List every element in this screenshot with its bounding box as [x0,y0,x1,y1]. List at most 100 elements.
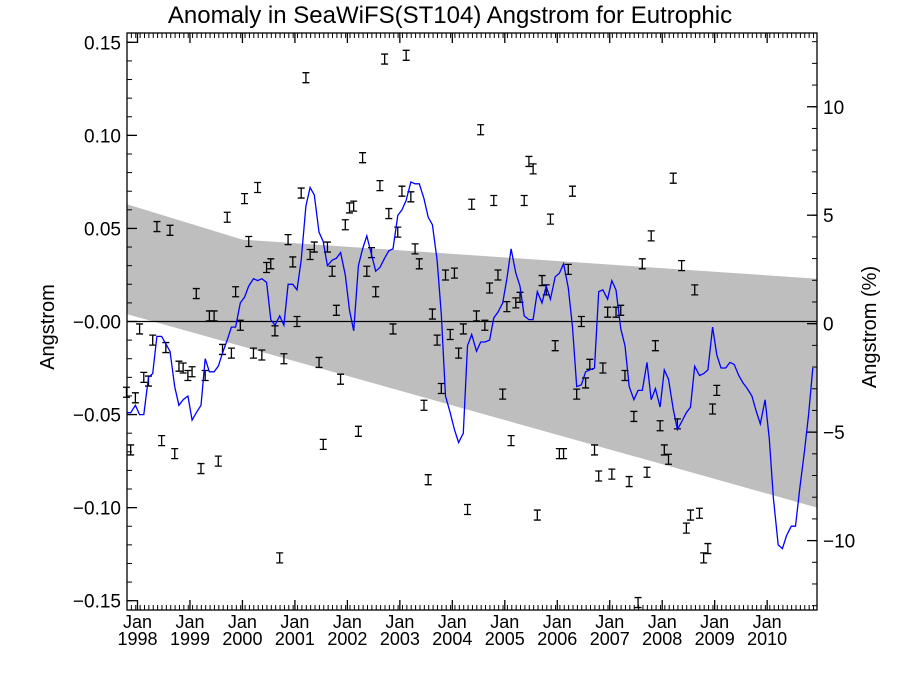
monthly-mean-marker [276,552,284,564]
monthly-mean-marker [477,124,485,136]
monthly-mean-marker [691,284,699,296]
x-tick-label-year: 2006 [537,629,577,649]
monthly-mean-marker [486,282,494,294]
monthly-mean-marker [643,466,651,478]
monthly-mean-marker [302,72,310,84]
monthly-means-layer [122,49,721,609]
x-tick-label-month: Jan [175,612,204,632]
y-axis-label-left: Angstrom [37,284,59,370]
x-tick-label-month: Jan [753,612,782,632]
x-tick-label-year: 1999 [170,629,210,649]
x-tick-label-month: Jan [333,612,362,632]
monthly-mean-marker [551,340,559,352]
x-tick-label-year: 2001 [275,629,315,649]
y-right-tick-label: −10 [823,532,855,553]
y-tick-label: 0.10 [84,126,121,147]
monthly-mean-marker [223,211,231,223]
y-tick-label: 0.05 [84,219,121,240]
trend-band-layer [127,204,817,508]
y-right-tick-label: 0 [823,315,834,336]
monthly-mean-marker [704,542,712,555]
monthly-mean-marker [127,444,135,456]
monthly-mean-marker [546,213,554,225]
monthly-mean-marker [625,475,633,488]
monthly-mean-marker [499,388,507,400]
monthly-mean-marker [709,403,717,415]
monthly-mean-marker [678,260,686,272]
chart-title: Anomaly in SeaWiFS(ST104) Angstrom for E… [167,2,733,29]
monthly-mean-marker [184,369,192,382]
monthly-mean-marker [568,185,576,197]
monthly-mean-marker [402,49,410,61]
monthly-mean-marker [411,243,419,255]
axes-layer: −0.15 −0.10 −0.05 −0.00 0.05 0.10 0.15 −10 −5 0 5 1… [73,32,855,649]
monthly-mean-marker [520,194,528,207]
monthly-mean-marker [660,444,668,456]
monthly-mean-marker [490,194,498,207]
monthly-mean-marker [315,356,323,369]
monthly-mean-marker [525,155,533,168]
monthly-mean-marker [359,152,367,164]
series-line [126,180,814,550]
monthly-mean-marker [700,552,708,564]
monthly-mean-marker [433,334,441,346]
y-tick-label: −0.00 [73,313,121,334]
x-tick-label-month: Jan [543,612,572,632]
monthly-mean-marker [512,297,520,309]
y-tick-label: 0.15 [84,33,121,54]
monthly-mean-marker [560,448,568,460]
monthly-mean-marker [634,596,642,609]
monthly-mean-marker [241,193,249,205]
monthly-mean-marker [267,258,275,270]
x-tick-label-month: Jan [123,612,152,632]
monthly-mean-marker [472,310,480,322]
x-tick-label-year: 2007 [590,629,630,649]
monthly-mean-marker [494,269,502,281]
monthly-mean-marker [682,522,690,534]
monthly-mean-marker [341,219,349,231]
monthly-mean-marker [573,388,581,400]
y-right-tick-label: −5 [823,423,845,444]
monthly-mean-marker [394,226,402,238]
monthly-mean-marker [372,286,380,298]
x-tick-label-month: Jan [700,612,729,632]
x-tick-label-year: 2003 [380,629,420,649]
monthly-mean-marker [459,323,467,335]
x-tick-label-month: Jan [438,612,467,632]
monthly-mean-marker [254,181,262,194]
y-right-tick-label: 5 [823,206,834,227]
monthly-mean-marker [507,434,515,447]
x-tick-label-year: 2008 [642,629,682,649]
x-tick-label-year: 2000 [222,629,262,649]
monthly-mean-marker [232,286,240,298]
monthly-mean-marker [651,340,659,352]
y-tick-label: −0.15 [73,592,121,613]
y-axis-label-right: Angstrom (%) [859,266,881,388]
monthly-mean-marker [227,347,235,359]
monthly-mean-marker [363,265,371,277]
monthly-mean-marker [350,200,358,212]
x-tick-label-year: 2005 [485,629,525,649]
monthly-mean-marker [249,347,257,359]
monthly-mean-marker [529,163,537,175]
monthly-mean-marker [258,349,266,361]
monthly-mean-marker [533,509,541,521]
x-tick-label-year: 2002 [327,629,367,649]
monthly-mean-marker [337,373,345,385]
monthly-mean-marker [669,172,677,184]
monthly-mean-marker [306,248,314,261]
monthly-mean-marker [385,207,393,220]
y-tick-label: −0.05 [73,406,121,427]
monthly-mean-marker [647,230,655,242]
monthly-mean-marker [713,384,721,397]
x-tick-label-month: Jan [648,612,677,632]
monthly-mean-marker [210,310,218,322]
monthly-mean-marker [503,300,511,313]
x-tick-label-month: Jan [385,612,414,632]
monthly-mean-marker [437,382,445,395]
monthly-mean-marker [450,267,458,279]
monthly-mean-marker [166,224,174,236]
monthly-mean-marker [424,474,432,486]
monthly-mean-marker [175,360,183,372]
